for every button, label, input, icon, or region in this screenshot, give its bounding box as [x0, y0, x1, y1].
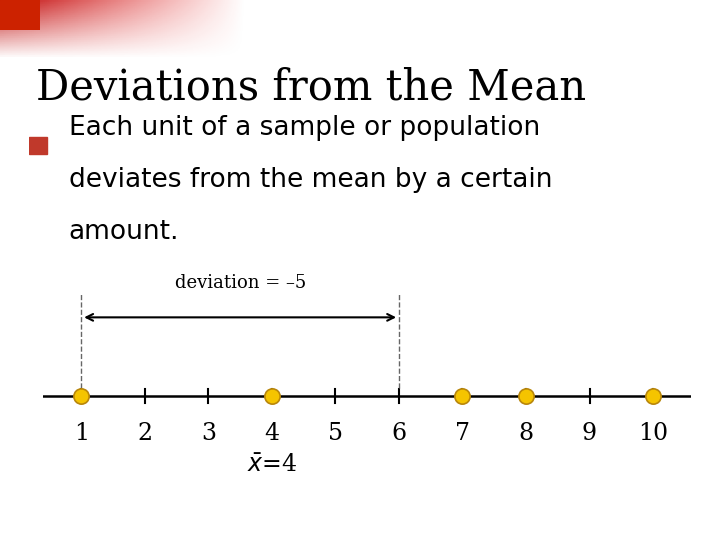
Text: Deviations from the Mean: Deviations from the Mean — [35, 66, 585, 108]
Text: deviates from the mean by a certain: deviates from the mean by a certain — [68, 167, 552, 193]
Text: 2: 2 — [138, 422, 153, 445]
Bar — [29, 137, 48, 153]
Text: 3: 3 — [201, 422, 216, 445]
Text: 9: 9 — [582, 422, 597, 445]
Text: 5: 5 — [328, 422, 343, 445]
Text: 8: 8 — [518, 422, 534, 445]
Text: deviation = –5: deviation = –5 — [174, 274, 306, 292]
Text: $\bar{x}$=4: $\bar{x}$=4 — [247, 454, 297, 477]
Text: 7: 7 — [455, 422, 470, 445]
Text: amount.: amount. — [68, 219, 179, 245]
Text: 10: 10 — [638, 422, 668, 445]
Text: 1: 1 — [73, 422, 89, 445]
Text: 4: 4 — [264, 422, 279, 445]
Text: Each unit of a sample or population: Each unit of a sample or population — [68, 115, 540, 141]
Text: 6: 6 — [392, 422, 407, 445]
